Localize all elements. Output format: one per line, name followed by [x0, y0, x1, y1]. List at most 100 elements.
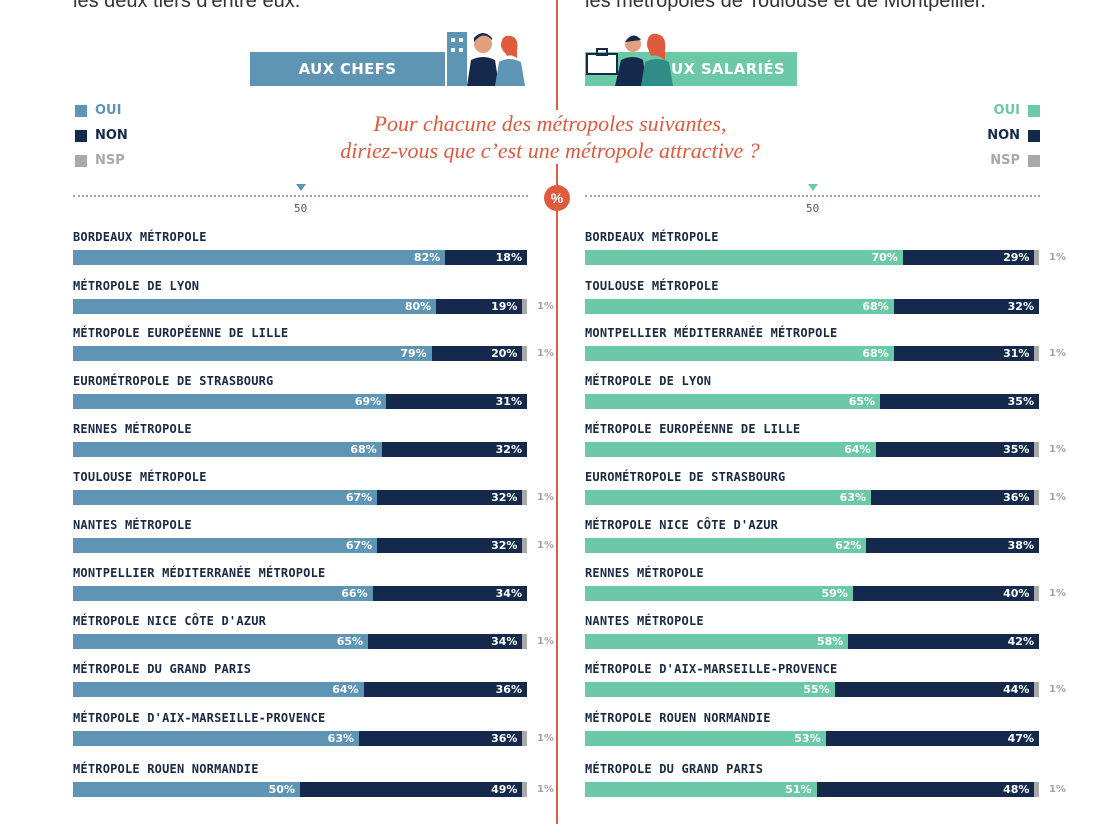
category-label: MÉTROPOLE ROUEN NORMANDIE [73, 762, 259, 776]
bar-row-nantes-metropole: NANTES MÉTROPOLE 67% 32% 1% [73, 516, 554, 553]
category-label: MÉTROPOLE NICE CÔTE D'AZUR [585, 518, 779, 532]
legend-item-oui: OUI [987, 98, 1040, 123]
bar-segment-non-value-label: 31% [1003, 347, 1030, 360]
bar-row-metropole-europeenne-de-lille: MÉTROPOLE EUROPÉENNE DE LILLE 79% 20% 1% [73, 324, 554, 361]
bar-segment-oui-value-label: 59% [821, 587, 848, 600]
category-label: MÉTROPOLE D'AIX-MARSEILLE-PROVENCE [73, 711, 326, 725]
axis-line-left [73, 195, 528, 199]
category-label: TOULOUSE MÉTROPOLE [585, 279, 719, 293]
bar-segment-oui: 68% [585, 346, 894, 361]
bar-segment-non: 32% [377, 538, 523, 553]
bar-segment-non: 40% [852, 586, 1035, 601]
category-label: MÉTROPOLE ROUEN NORMANDIE [585, 711, 771, 725]
bar-row-eurometropole-de-strasbourg: EUROMÉTROPOLE DE STRASBOURG 69% 31% [73, 372, 527, 409]
category-label: RENNES MÉTROPOLE [585, 566, 704, 580]
nsp-value-label: 1% [1049, 684, 1066, 695]
stacked-bar: 67% 32% [73, 490, 527, 505]
legend-right: OUI NON NSP [987, 98, 1040, 173]
bar-row-metropole-europeenne-de-lille: MÉTROPOLE EUROPÉENNE DE LILLE 64% 35% 1% [585, 420, 1066, 457]
bar-segment-non: 32% [377, 490, 523, 505]
legend-label-non: NON [95, 128, 128, 143]
category-label: MÉTROPOLE DU GRAND PARIS [585, 762, 764, 776]
bar-segment-non-value-label: 34% [491, 635, 518, 648]
bar-segment-oui: 59% [585, 586, 853, 601]
bar-segment-non-value-label: 44% [1003, 683, 1030, 696]
stacked-bar: 51% 48% [585, 782, 1039, 797]
nsp-value-label: 1% [537, 301, 554, 312]
category-label: NANTES MÉTROPOLE [73, 518, 192, 532]
axis-label-50-right: 50 [806, 202, 820, 215]
bar-row-metropole-de-lyon: MÉTROPOLE DE LYON 80% 19% 1% [73, 277, 554, 314]
bar-segment-oui-value-label: 68% [862, 300, 889, 313]
employees-illustration [586, 33, 673, 86]
bar-segment-oui: 65% [73, 634, 369, 649]
bar-row-montpellier-mediterranee-metropole: MONTPELLIER MÉDITERRANÉE MÉTROPOLE 66% 34% [73, 564, 527, 601]
legend-item-oui: OUI [75, 98, 128, 123]
category-label: EUROMÉTROPOLE DE STRASBOURG [73, 374, 274, 388]
nsp-value-label: 1% [537, 540, 554, 551]
nsp-value-label: 1% [537, 636, 554, 647]
stacked-bar: 63% 36% [73, 731, 527, 746]
category-label: MÉTROPOLE EUROPÉENNE DE LILLE [585, 422, 801, 436]
stacked-bar: 82% 18% [73, 250, 527, 265]
bar-segment-oui: 80% [73, 299, 437, 314]
bar-row-metropole-nice-cote-d-azur: MÉTROPOLE NICE CÔTE D'AZUR 65% 34% 1% [73, 612, 554, 649]
stacked-bar: 58% 42% [585, 634, 1039, 649]
category-label: MONTPELLIER MÉDITERRANÉE MÉTROPOLE [73, 566, 326, 580]
bar-segment-nsp [1034, 586, 1039, 601]
bar-segment-non-value-label: 36% [1003, 491, 1030, 504]
stacked-bar: 62% 38% [585, 538, 1039, 553]
bar-segment-non: 32% [893, 299, 1039, 314]
category-label: MÉTROPOLE NICE CÔTE D'AZUR [73, 614, 267, 628]
bar-segment-oui-value-label: 53% [794, 732, 821, 745]
bar-segment-nsp [1034, 346, 1039, 361]
bar-segment-oui: 82% [73, 250, 446, 265]
bar-segment-oui-value-label: 82% [413, 251, 441, 264]
bar-segment-nsp [522, 490, 527, 505]
bar-segment-non: 19% [436, 299, 523, 314]
bar-segment-non-value-label: 34% [495, 587, 522, 600]
nsp-value-label: 1% [537, 348, 554, 359]
bar-row-rennes-metropole: RENNES MÉTROPOLE 68% 32% [73, 420, 527, 457]
stacked-bar: 65% 35% [585, 394, 1039, 409]
bar-segment-non: 20% [431, 346, 523, 361]
bar-segment-non: 29% [902, 250, 1035, 265]
category-label: MONTPELLIER MÉDITERRANÉE MÉTROPOLE [585, 326, 838, 340]
stacked-bar: 80% 19% [73, 299, 527, 314]
bar-segment-oui-value-label: 64% [332, 683, 359, 696]
legend-label-non: NON [987, 128, 1020, 143]
bar-segment-oui: 67% [73, 490, 378, 505]
bar-segment-oui: 64% [73, 682, 364, 697]
bar-segment-oui-value-label: 64% [844, 443, 871, 456]
bar-segment-oui: 51% [585, 782, 817, 797]
bar-segment-non: 36% [359, 731, 523, 746]
bar-segment-non-value-label: 20% [491, 347, 518, 360]
bar-segment-oui: 67% [73, 538, 378, 553]
bar-segment-nsp [522, 346, 527, 361]
legend-label-oui: OUI [993, 103, 1020, 118]
bar-segment-non: 49% [300, 782, 523, 797]
bar-segment-non-value-label: 32% [495, 443, 522, 456]
bar-segment-non-value-label: 36% [495, 683, 522, 696]
stacked-bar: 50% 49% [73, 782, 527, 797]
bar-row-bordeaux-metropole: BORDEAUX MÉTROPOLE 70% 29% 1% [585, 228, 1066, 265]
stacked-bar: 70% 29% [585, 250, 1039, 265]
category-label: MÉTROPOLE DE LYON [73, 279, 200, 293]
stacked-bar: 67% 32% [73, 538, 527, 553]
bar-segment-oui: 68% [73, 442, 382, 457]
bar-segment-non: 34% [372, 586, 527, 601]
stacked-bar: 79% 20% [73, 346, 527, 361]
category-label: MÉTROPOLE EUROPÉENNE DE LILLE [73, 326, 289, 340]
bar-segment-non-value-label: 42% [1007, 635, 1034, 648]
category-label: NANTES MÉTROPOLE [585, 614, 704, 628]
legend-item-nsp: NSP [987, 148, 1040, 173]
axis-label-50-left: 50 [294, 202, 308, 215]
bar-segment-nsp [522, 634, 527, 649]
bar-segment-oui: 64% [585, 442, 876, 457]
bar-segment-oui: 79% [73, 346, 432, 361]
bar-segment-non-value-label: 48% [1003, 783, 1030, 796]
legend-label-oui: OUI [95, 103, 122, 118]
bar-segment-non: 35% [875, 442, 1035, 457]
bar-segment-nsp [522, 782, 527, 797]
bar-row-metropole-rouen-normandie: MÉTROPOLE ROUEN NORMANDIE 50% 49% 1% [73, 760, 554, 797]
